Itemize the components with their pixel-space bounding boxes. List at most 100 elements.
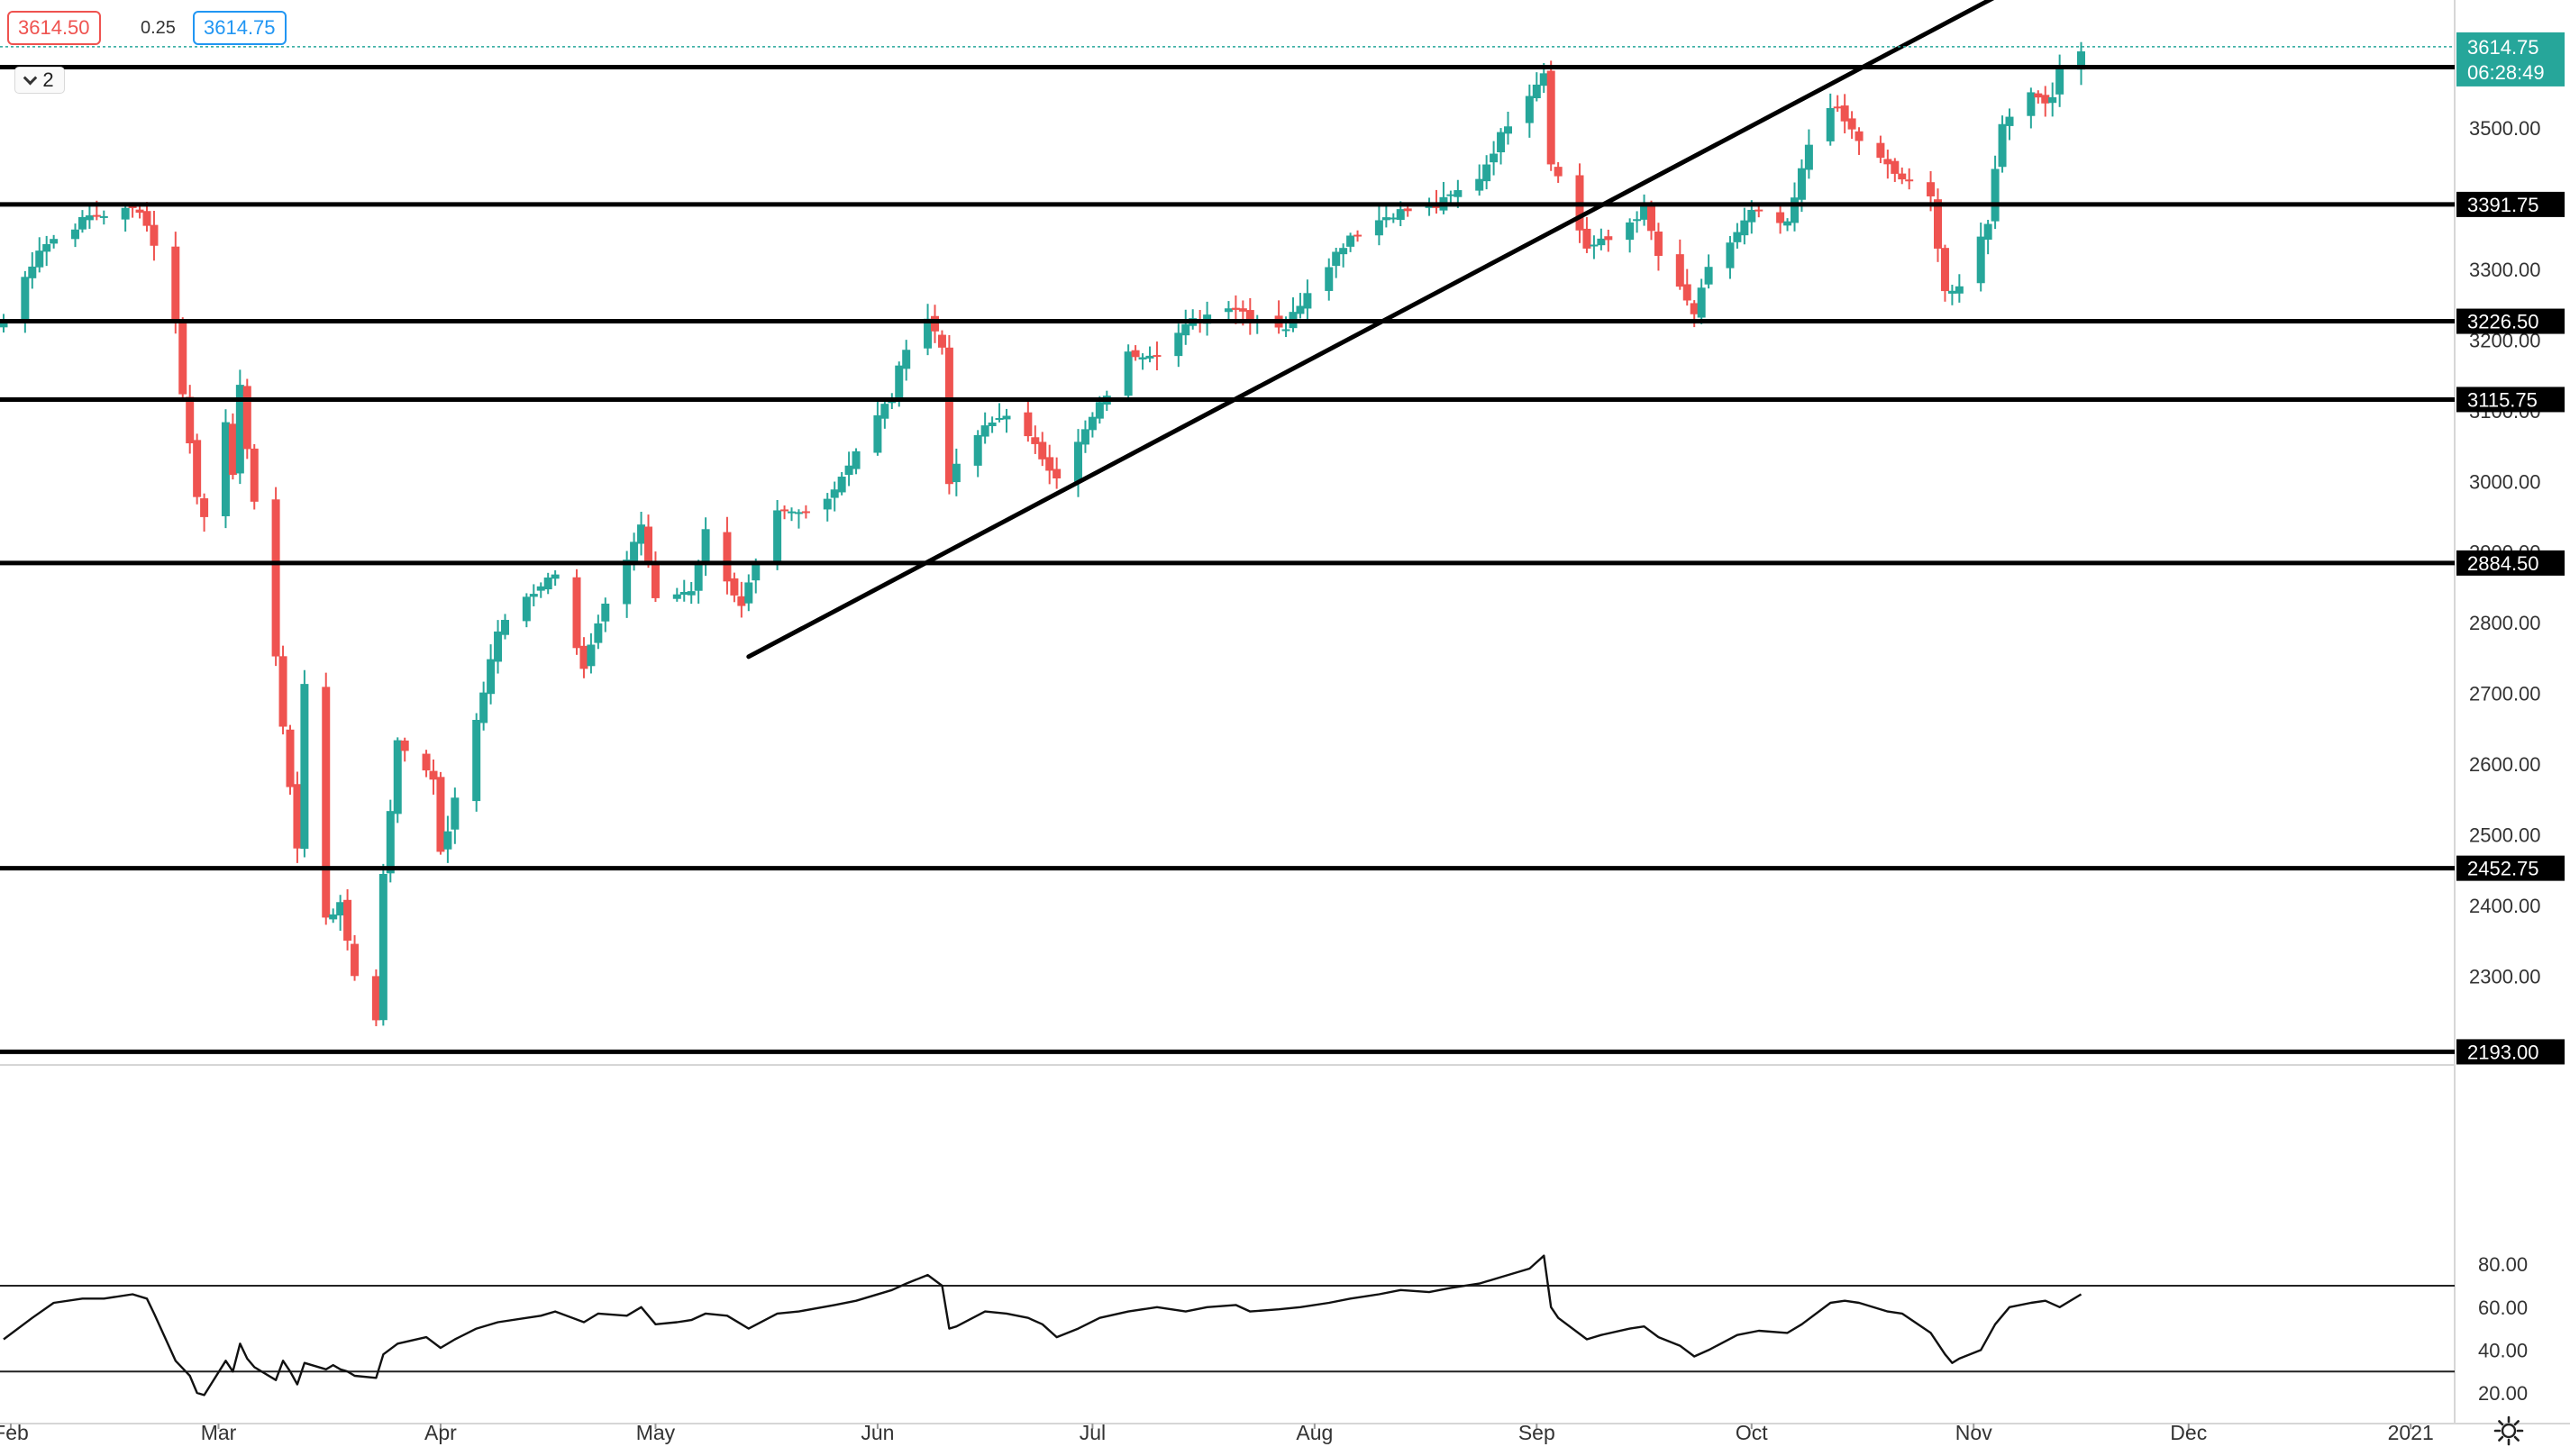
candle-body bbox=[687, 591, 696, 596]
candle-body bbox=[1604, 236, 1613, 241]
level-price-label-bg bbox=[2456, 308, 2565, 334]
candle-body bbox=[1353, 234, 1362, 237]
candle-body bbox=[551, 574, 560, 579]
candle-body bbox=[601, 603, 610, 622]
time-tick-label: May bbox=[636, 1421, 676, 1444]
candle-body bbox=[393, 740, 402, 814]
candle-body bbox=[1038, 441, 1047, 460]
candle-body bbox=[522, 596, 531, 622]
oscillator-line bbox=[3, 1254, 2082, 1397]
chart-settings-button[interactable] bbox=[2489, 1411, 2529, 1451]
candle-body bbox=[1303, 293, 1312, 309]
candle-body bbox=[329, 914, 338, 920]
candle-body bbox=[1490, 153, 1499, 163]
candle-body bbox=[1776, 212, 1785, 223]
candle-body bbox=[594, 623, 603, 643]
candle-body bbox=[378, 874, 387, 1021]
candle-body bbox=[1754, 209, 1763, 212]
studies-collapse-button[interactable]: 2 bbox=[14, 67, 65, 94]
candle-body bbox=[2077, 51, 2085, 70]
candle-body bbox=[336, 902, 345, 916]
candle-body bbox=[1124, 351, 1133, 396]
candle-body bbox=[1396, 209, 1405, 221]
candle-body bbox=[1546, 70, 1555, 165]
candle-body bbox=[2005, 116, 2014, 126]
level-price-label: 3226.50 bbox=[2467, 311, 2539, 333]
candle-body bbox=[221, 422, 230, 516]
candle-body bbox=[200, 498, 209, 517]
time-tick-label: Mar bbox=[201, 1421, 237, 1444]
candle-body bbox=[186, 396, 195, 444]
time-tick-label: Jun bbox=[861, 1421, 894, 1444]
oscillator-tick-label: 60.00 bbox=[2478, 1297, 2528, 1319]
candle-body bbox=[1181, 323, 1190, 336]
candle-body bbox=[737, 596, 746, 606]
candle-body bbox=[1525, 96, 1534, 123]
candle-body bbox=[1883, 159, 1892, 165]
gear-icon bbox=[2493, 1415, 2524, 1446]
candle-body bbox=[1045, 457, 1054, 471]
candle-body bbox=[1690, 303, 1699, 314]
candle-body bbox=[844, 465, 853, 476]
oscillator-tick-label: 20.00 bbox=[2478, 1382, 2528, 1405]
candle-body bbox=[1174, 332, 1183, 357]
candle-body bbox=[1446, 194, 1455, 196]
candle-body bbox=[1504, 126, 1512, 134]
candle-body bbox=[536, 586, 545, 591]
candle-body bbox=[637, 524, 646, 544]
candle-body bbox=[1955, 286, 1964, 294]
candle-body bbox=[92, 214, 101, 217]
candle-body bbox=[1905, 179, 1914, 182]
candle-body bbox=[21, 277, 30, 321]
candle-body bbox=[178, 321, 187, 395]
candle-body bbox=[672, 594, 681, 599]
candle-body bbox=[788, 511, 796, 514]
candle-body bbox=[988, 422, 997, 426]
ask-price-badge[interactable]: 3614.75 bbox=[193, 11, 287, 45]
candle-body bbox=[436, 777, 445, 852]
candle-body bbox=[823, 498, 832, 510]
level-price-label-bg bbox=[2456, 1039, 2565, 1065]
spread-value: 0.25 bbox=[141, 18, 176, 38]
candle-body bbox=[1231, 307, 1240, 310]
candle-body bbox=[99, 215, 108, 218]
candle-body bbox=[924, 318, 933, 349]
level-price-label: 3115.75 bbox=[2467, 388, 2538, 411]
candle-body bbox=[1475, 178, 1484, 191]
candle-body bbox=[694, 562, 703, 591]
candle-body bbox=[1833, 106, 1842, 109]
candle-body bbox=[1281, 329, 1290, 332]
candle-body bbox=[1095, 402, 1104, 419]
candle-body bbox=[293, 784, 302, 849]
candle-body bbox=[543, 577, 552, 590]
candle-body bbox=[1898, 173, 1907, 180]
candle-body bbox=[1791, 197, 1799, 223]
candle-body bbox=[1633, 219, 1642, 222]
candle-body bbox=[1983, 223, 1992, 241]
candle-body bbox=[429, 770, 438, 780]
oscillator-tick-label: 40.00 bbox=[2478, 1339, 2528, 1361]
candle-body bbox=[1024, 412, 1033, 437]
candle-body bbox=[937, 334, 946, 348]
candle-body bbox=[1238, 308, 1247, 312]
candle-body bbox=[1374, 220, 1383, 236]
candle-body bbox=[472, 719, 481, 802]
candle-body bbox=[730, 578, 739, 596]
candle-body bbox=[644, 526, 652, 564]
candle-body bbox=[1325, 267, 1334, 291]
candle-body bbox=[193, 440, 202, 497]
bid-price-badge[interactable]: 3614.50 bbox=[7, 11, 101, 45]
candle-body bbox=[351, 943, 360, 977]
candle-body bbox=[1847, 118, 1856, 130]
candle-body bbox=[2041, 95, 2050, 104]
candle-body bbox=[71, 229, 79, 240]
candle-body bbox=[1947, 290, 1956, 294]
candle-body bbox=[952, 463, 961, 483]
candle-body bbox=[443, 831, 452, 850]
candle-body bbox=[2027, 92, 2036, 116]
level-price-label-bg bbox=[2456, 387, 2565, 413]
level-price-label-bg bbox=[2456, 855, 2565, 881]
candle-body bbox=[1339, 248, 1348, 255]
